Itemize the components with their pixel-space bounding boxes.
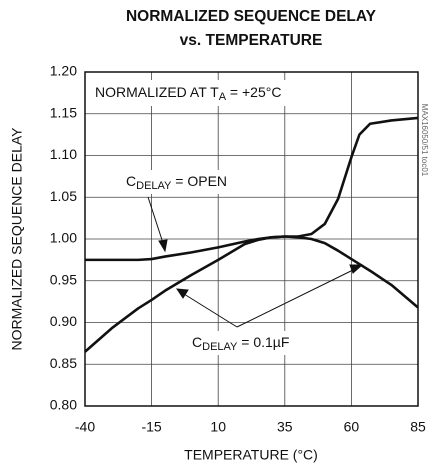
- annotation: CDELAY = OPEN: [126, 173, 227, 192]
- chart-title: NORMALIZED SEQUENCE DELAY: [126, 8, 377, 25]
- y-tick-label: 1.05: [50, 188, 77, 204]
- y-tick-label: 1.15: [50, 104, 77, 120]
- y-tick-label: 0.95: [50, 271, 77, 287]
- plot-frame: [84, 71, 419, 407]
- y-axis-label: NORMALIZED SEQUENCE DELAY: [9, 127, 25, 351]
- x-tick-label: -40: [75, 419, 95, 435]
- x-tick-label: 60: [344, 419, 360, 435]
- x-tick-label: -15: [141, 419, 161, 435]
- chart-title: vs. TEMPERATURE: [180, 32, 323, 49]
- annotation-bg: [188, 331, 306, 355]
- arrowhead: [349, 264, 364, 274]
- arrow: [183, 293, 238, 328]
- annotation: NORMALIZED AT TA = +25°C: [95, 84, 281, 103]
- annotation-bg: [122, 170, 232, 194]
- arrow: [236, 268, 356, 328]
- y-tick-label: 1.10: [50, 146, 77, 162]
- arrowhead: [176, 288, 189, 299]
- x-tick-label: 10: [210, 419, 226, 435]
- lines: [84, 116, 419, 353]
- annotation-bg: [90, 80, 304, 106]
- y-tick-label: 0.80: [50, 397, 77, 413]
- y-tick-label: 1.00: [50, 230, 77, 246]
- x-tick-label: 35: [277, 419, 293, 435]
- arrows: [147, 196, 364, 328]
- arrowhead: [158, 239, 168, 253]
- annotation: CDELAY = 0.1µF: [192, 334, 289, 353]
- x-tick-label: 85: [410, 419, 426, 435]
- series-line: [84, 235, 419, 353]
- watermark: MAX16050/51 toc01: [420, 104, 429, 177]
- arrow: [147, 196, 164, 244]
- x-axis-label: TEMPERATURE (°C): [184, 447, 318, 463]
- y-tick-label: 0.90: [50, 313, 77, 329]
- y-tick-label: 0.85: [50, 355, 77, 371]
- y-tick-label: 1.20: [50, 63, 77, 79]
